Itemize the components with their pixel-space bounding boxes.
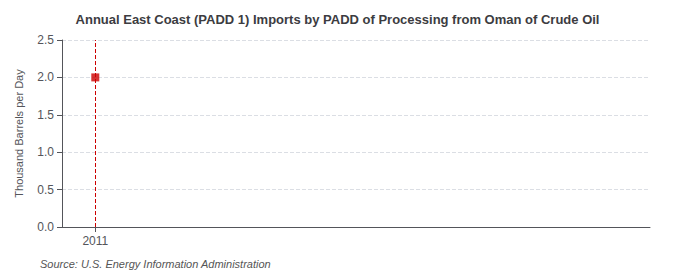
svg-text:Source: U.S. Energy Informatio: Source: U.S. Energy Information Administ… bbox=[40, 258, 271, 270]
svg-text:2.5: 2.5 bbox=[37, 33, 54, 47]
svg-text:2.0: 2.0 bbox=[37, 70, 54, 84]
svg-text:Annual East Coast (PADD 1) Imp: Annual East Coast (PADD 1) Imports by PA… bbox=[76, 12, 600, 27]
svg-text:2011: 2011 bbox=[82, 234, 108, 248]
svg-text:1.5: 1.5 bbox=[37, 108, 54, 122]
svg-text:0.5: 0.5 bbox=[37, 183, 54, 197]
svg-text:0.0: 0.0 bbox=[37, 220, 54, 234]
svg-text:Thousand Barrels per Day: Thousand Barrels per Day bbox=[13, 69, 25, 198]
svg-text:1.0: 1.0 bbox=[37, 145, 54, 159]
